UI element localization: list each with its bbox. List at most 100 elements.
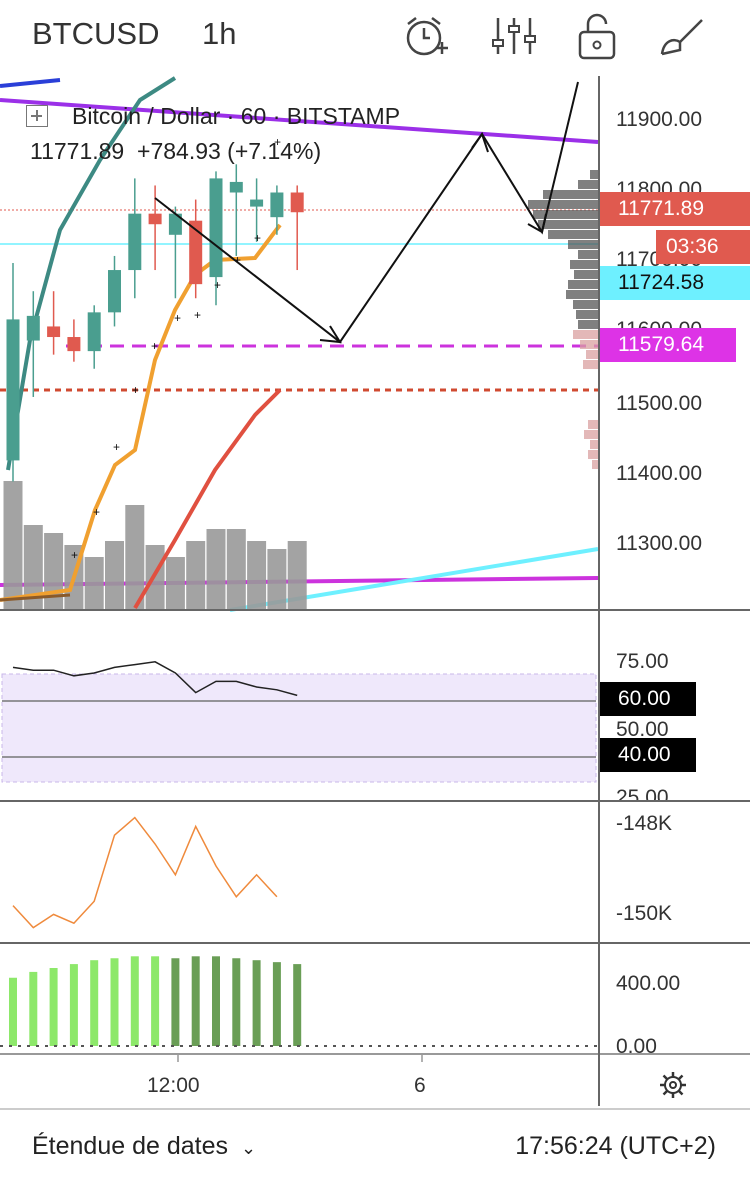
legend-title[interactable]: Bitcoin / Dollar · 60 · BITSTAMP bbox=[72, 103, 401, 129]
volume-profile-row bbox=[584, 430, 598, 439]
session-clock[interactable]: 17:56:24 (UTC+2) bbox=[515, 1132, 716, 1160]
volume-profile-row bbox=[578, 250, 598, 259]
volume-profile-row bbox=[568, 280, 598, 289]
candle-body bbox=[189, 220, 203, 285]
volume-profile-row bbox=[570, 260, 598, 269]
volume-profile-row bbox=[573, 300, 598, 309]
signal-marker: + bbox=[254, 231, 261, 245]
volume-profile-row bbox=[588, 420, 598, 429]
volume-bar bbox=[206, 529, 226, 609]
rsi-level-40-tag: 40.00 bbox=[600, 738, 696, 772]
date-range-selector[interactable]: Étendue de dates ⌄ bbox=[32, 1132, 256, 1161]
legend-expand-icon[interactable] bbox=[26, 105, 48, 127]
candle-body bbox=[290, 192, 304, 213]
volume-profile-row bbox=[586, 350, 598, 359]
volume-profile-row bbox=[538, 220, 598, 229]
volume-bar bbox=[247, 541, 267, 609]
volume-bars bbox=[3, 481, 307, 609]
candle-body bbox=[87, 312, 101, 352]
volume-profile-row bbox=[592, 460, 598, 469]
top-toolbar: BTCUSD 1h bbox=[0, 0, 750, 76]
volume-bar bbox=[105, 541, 124, 609]
rsi-level-60-tag: 60.00 bbox=[600, 682, 696, 716]
signal-marker: + bbox=[274, 135, 281, 149]
volume-profile-row bbox=[528, 200, 598, 209]
legend-values: 11771.89 +784.93 (+7.14%) bbox=[30, 138, 321, 165]
volume-profile-row bbox=[566, 290, 598, 299]
arrow-head-3 bbox=[527, 213, 547, 234]
volume-profile-row bbox=[576, 310, 598, 319]
oscillator-bar bbox=[272, 962, 281, 1046]
candle bbox=[6, 263, 20, 482]
indicators-icon[interactable] bbox=[488, 10, 540, 62]
volume-profile-row bbox=[590, 170, 598, 179]
signal-marker: + bbox=[194, 308, 201, 322]
volume-profile-row bbox=[580, 340, 598, 349]
candle-body bbox=[108, 270, 121, 313]
volume-bar bbox=[226, 529, 246, 609]
signal-marker: + bbox=[234, 253, 241, 267]
candle bbox=[108, 255, 121, 327]
rsi-label: 50.00 bbox=[616, 718, 669, 741]
candle-body bbox=[47, 326, 61, 338]
candlesticks bbox=[6, 164, 304, 482]
candle-body bbox=[229, 181, 243, 193]
date-range-label: Étendue de dates bbox=[32, 1132, 228, 1160]
interval-selector[interactable]: 1h bbox=[202, 16, 237, 51]
bar-countdown-tag: 03:36 bbox=[656, 230, 750, 264]
unlock-icon[interactable] bbox=[572, 10, 624, 62]
chart-settings-gear-icon[interactable] bbox=[658, 1070, 688, 1100]
candle bbox=[209, 171, 223, 306]
oscillator-bar bbox=[90, 960, 99, 1046]
pane-divider-obv[interactable] bbox=[0, 800, 750, 802]
oscillator-bar bbox=[69, 964, 78, 1046]
ema-teal-line bbox=[6, 76, 177, 471]
rsi-band bbox=[1, 673, 597, 783]
oscillator-bar bbox=[252, 960, 261, 1046]
candle bbox=[87, 305, 101, 369]
oscillator-bar bbox=[130, 956, 139, 1046]
oscillator-bar bbox=[151, 956, 160, 1046]
signal-marker: + bbox=[174, 311, 181, 325]
obv-line bbox=[12, 816, 278, 929]
candle bbox=[250, 178, 264, 242]
candle-body bbox=[26, 315, 40, 341]
oscillator-bar bbox=[110, 958, 119, 1046]
legend-change: +784.93 (+7.14%) bbox=[137, 138, 322, 164]
chart-canvas[interactable]: + + + + + + + + + + + bbox=[0, 76, 750, 1108]
chart-area[interactable]: + + + + + + + + + + + Bitcoin / Dollar · 60 · BITS… bbox=[0, 76, 750, 1108]
volume-bar bbox=[165, 557, 185, 609]
volume-profile-row bbox=[583, 360, 598, 369]
volume-bar bbox=[287, 541, 307, 609]
bottom-bar: Étendue de dates ⌄ 17:56:24 (UTC+2) bbox=[0, 1108, 750, 1190]
volume-bar bbox=[186, 541, 206, 609]
candle bbox=[128, 178, 142, 299]
oscillator-bar bbox=[171, 958, 180, 1046]
pane-divider-time bbox=[0, 1053, 750, 1055]
pane-divider-osc[interactable] bbox=[0, 942, 750, 944]
blue-trendline bbox=[0, 78, 61, 88]
candle-body bbox=[128, 213, 142, 271]
alarm-add-icon[interactable] bbox=[400, 10, 452, 62]
volume-profile-row bbox=[590, 440, 598, 449]
purple-trendline bbox=[0, 98, 599, 144]
candle bbox=[47, 291, 61, 355]
candle bbox=[229, 164, 243, 256]
ema-red-line bbox=[133, 388, 282, 610]
candle-body bbox=[270, 192, 284, 218]
volume-profile bbox=[528, 170, 598, 469]
volume-profile-row bbox=[568, 240, 598, 249]
volume-bar bbox=[3, 481, 23, 609]
symbol-selector[interactable]: BTCUSD bbox=[32, 16, 160, 51]
signal-marker: + bbox=[214, 278, 221, 292]
oscillator-bar bbox=[29, 971, 38, 1046]
candle-body bbox=[209, 178, 223, 278]
drawing-brush-icon[interactable] bbox=[656, 10, 708, 62]
legend-price: 11771.89 bbox=[30, 138, 125, 164]
pane-divider-rsi[interactable] bbox=[0, 609, 750, 611]
candle bbox=[270, 185, 284, 235]
volume-profile-row bbox=[588, 450, 598, 459]
volume-profile-row bbox=[548, 230, 598, 239]
time-label-6: 6 bbox=[414, 1074, 426, 1097]
price-label: 11900.00 bbox=[616, 108, 703, 131]
